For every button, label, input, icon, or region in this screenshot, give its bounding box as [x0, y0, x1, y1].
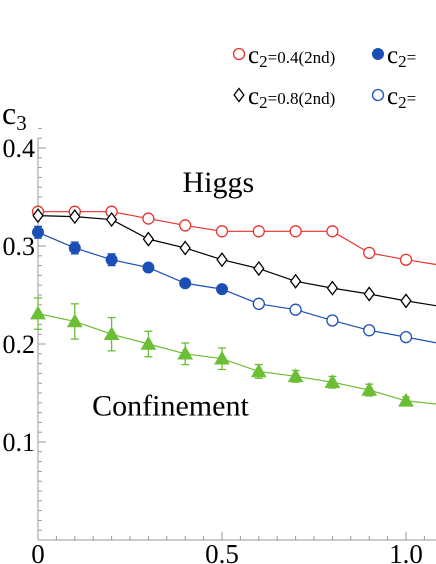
legend: c2=0.4(2nd) c2=c2=0.8(2nd) c2=	[232, 42, 416, 112]
data-point-marker	[252, 297, 265, 310]
data-point-marker	[253, 260, 265, 277]
region-annotation: Higgs	[182, 166, 254, 199]
legend-label-subscript: 2	[398, 93, 407, 112]
legend-label-subscript: 2	[259, 52, 268, 71]
legend-label-prefix: c	[248, 42, 259, 69]
legend-label: c2=0.4(2nd)	[248, 42, 335, 71]
x-tick-label: 0.5	[205, 539, 239, 564]
data-point-marker	[30, 305, 46, 320]
series-group	[30, 297, 436, 407]
y-tick-label: 0.2	[3, 330, 36, 359]
data-point-marker	[372, 48, 384, 60]
data-point-marker	[179, 219, 192, 232]
legend-label-value: =0.4(2nd)	[268, 48, 336, 67]
data-point-marker	[289, 225, 302, 238]
series-group	[31, 205, 436, 266]
series-group	[32, 208, 436, 309]
legend-label-value: =0.8(2nd)	[268, 89, 336, 108]
data-point-marker	[179, 277, 192, 290]
data-point-marker	[399, 253, 413, 266]
data-point-marker	[105, 253, 118, 266]
series-line	[37, 215, 436, 307]
region-annotation: Confinement	[92, 390, 249, 423]
legend-entry: c2=0.4(2nd)	[232, 42, 335, 71]
series-group	[252, 297, 436, 344]
data-point-marker	[66, 313, 83, 328]
legend-label-subscript: 2	[398, 52, 407, 71]
data-point-marker	[215, 225, 229, 238]
legend-entry: c2=	[371, 83, 416, 112]
series-line	[258, 303, 436, 344]
data-point-marker	[142, 212, 155, 225]
data-point-marker	[32, 226, 44, 239]
data-point-marker	[326, 280, 339, 296]
data-point-marker	[69, 209, 81, 225]
legend-label-prefix: c	[387, 83, 398, 110]
data-point-marker	[289, 273, 302, 289]
data-point-marker	[363, 324, 376, 337]
data-point-marker	[216, 252, 228, 268]
data-point-marker	[326, 225, 339, 238]
data-point-marker	[252, 225, 265, 238]
data-point-marker	[326, 314, 339, 327]
data-point-marker	[324, 374, 341, 388]
legend-label-value: =	[407, 89, 417, 108]
y-tick-label: 0.4	[3, 134, 36, 163]
legend-label-subscript: 2	[259, 93, 268, 112]
data-point-marker	[289, 303, 302, 316]
legend-label-value: =	[407, 48, 417, 67]
data-point-marker	[142, 261, 155, 274]
series-line	[37, 313, 436, 405]
x-tick-label: 0	[31, 539, 45, 564]
y-axis-label-subscript: 3	[16, 111, 27, 135]
data-point-marker	[363, 286, 375, 302]
legend-label: c2=0.8(2nd)	[248, 83, 335, 112]
data-point-marker	[232, 47, 246, 61]
data-point-marker	[177, 345, 194, 360]
series-line	[38, 211, 436, 266]
data-point-marker	[32, 208, 44, 224]
data-point-marker	[400, 293, 412, 309]
data-point-marker	[216, 283, 228, 296]
data-point-marker	[363, 246, 376, 260]
data-point-marker	[287, 368, 304, 383]
data-point-marker	[250, 363, 267, 378]
y-tick-label: 0.3	[3, 232, 36, 261]
x-tick-label: 1.0	[389, 539, 423, 564]
text-layer: 0.1 0.2 0.3 0.4 0 0.5 1.0 c3 Higgs Confinement	[2, 95, 423, 564]
data-point-marker	[399, 330, 413, 344]
data-point-marker	[233, 87, 245, 103]
data-point-marker	[398, 392, 414, 407]
data-point-marker	[140, 335, 157, 350]
axes	[37, 127, 436, 541]
y-axis-label: c3	[2, 95, 27, 135]
data-point-marker	[361, 382, 378, 396]
y-tick-label: 0.1	[3, 428, 36, 457]
legend-entry: c2=	[372, 42, 416, 71]
data-point-marker	[179, 240, 191, 256]
legend-label: c2=	[387, 42, 416, 71]
data-point-marker	[142, 231, 155, 247]
data-point-marker	[68, 241, 81, 254]
data-point-marker	[105, 211, 118, 228]
data-point-marker	[371, 88, 385, 102]
legend-label: c2=	[387, 83, 416, 112]
data-point-marker	[103, 326, 120, 340]
legend-label-prefix: c	[248, 83, 259, 110]
series-layer	[30, 205, 436, 407]
legend-entry: c2=0.8(2nd)	[233, 83, 335, 112]
data-point-marker	[214, 350, 230, 365]
legend-label-prefix: c	[387, 42, 398, 69]
